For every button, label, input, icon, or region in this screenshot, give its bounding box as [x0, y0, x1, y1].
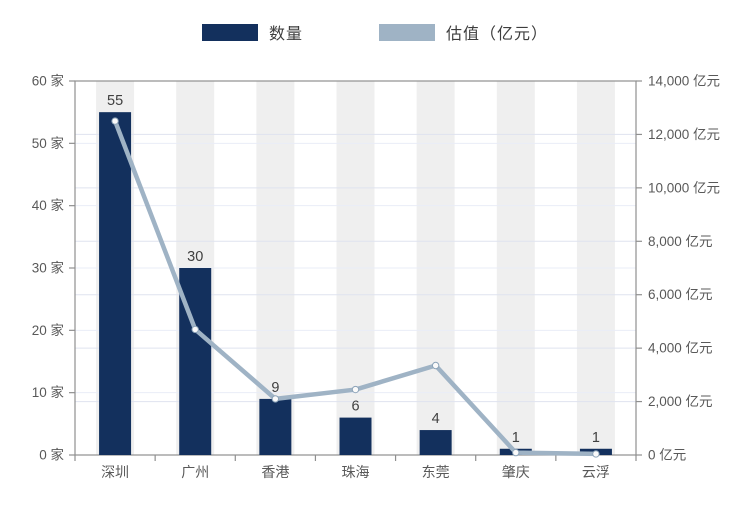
- bar-value-label: 6: [351, 399, 359, 415]
- x-axis-label: 东莞: [422, 464, 450, 480]
- right-axis-label: 0 亿元: [648, 448, 686, 463]
- right-axis-label: 2,000 亿元: [648, 394, 713, 409]
- line-marker-云浮: [592, 450, 600, 458]
- legend-swatch-quantity-icon: [201, 23, 258, 41]
- bar-value-label: 1: [512, 430, 520, 446]
- bar-香港: [259, 398, 292, 455]
- right-axis-label: 14,000 亿元: [648, 74, 720, 89]
- bar-深圳: [99, 112, 132, 456]
- bar-value-label: 9: [271, 380, 279, 396]
- bar-东莞: [419, 430, 452, 455]
- legend-item-quantity[interactable]: 数量: [201, 20, 303, 44]
- bar-value-label: 30: [187, 249, 203, 265]
- left-axis-label: 10 家: [32, 384, 65, 400]
- right-axis-label: 10,000 亿元: [648, 180, 720, 195]
- legend-swatch-valuation-icon: [379, 23, 435, 41]
- line-marker-珠海: [351, 385, 360, 394]
- line-marker-肇庆: [512, 448, 520, 457]
- bar-珠海: [339, 417, 372, 455]
- bar-value-label: 1: [592, 430, 600, 446]
- legend-item-valuation[interactable]: 估值（亿元）: [379, 20, 548, 44]
- line-marker-深圳: [111, 117, 119, 125]
- left-axis-label: 20 家: [32, 322, 65, 338]
- x-axis-label: 香港: [261, 464, 289, 480]
- bar-value-label: 55: [107, 93, 123, 109]
- left-axis-label: 60 家: [32, 73, 65, 89]
- right-axis-label: 4,000 亿元: [648, 341, 713, 356]
- right-axis-label: 8,000 亿元: [648, 234, 713, 249]
- legend-label-quantity: 数量: [268, 26, 303, 43]
- x-axis-label: 珠海: [342, 464, 370, 480]
- right-axis-label: 6,000 亿元: [648, 287, 713, 302]
- right-axis-label: 12,000 亿元: [648, 127, 720, 142]
- x-axis-label: 云浮: [582, 464, 610, 480]
- legend-label-valuation: 估值（亿元）: [446, 26, 549, 43]
- line-marker-广州: [191, 325, 199, 334]
- line-marker-东莞: [431, 361, 440, 370]
- x-axis-label: 肇庆: [502, 464, 530, 480]
- left-axis-label: 30 家: [32, 260, 65, 276]
- left-axis-label: 50 家: [32, 135, 65, 151]
- bar-value-label: 4: [432, 411, 440, 427]
- x-axis-label: 广州: [181, 464, 209, 480]
- left-axis-label: 0 家: [39, 447, 64, 463]
- x-axis-label: 深圳: [101, 464, 129, 480]
- legend: 数量 估值（亿元）: [0, 20, 750, 44]
- line-marker-香港: [271, 395, 280, 403]
- left-axis-label: 40 家: [32, 197, 65, 213]
